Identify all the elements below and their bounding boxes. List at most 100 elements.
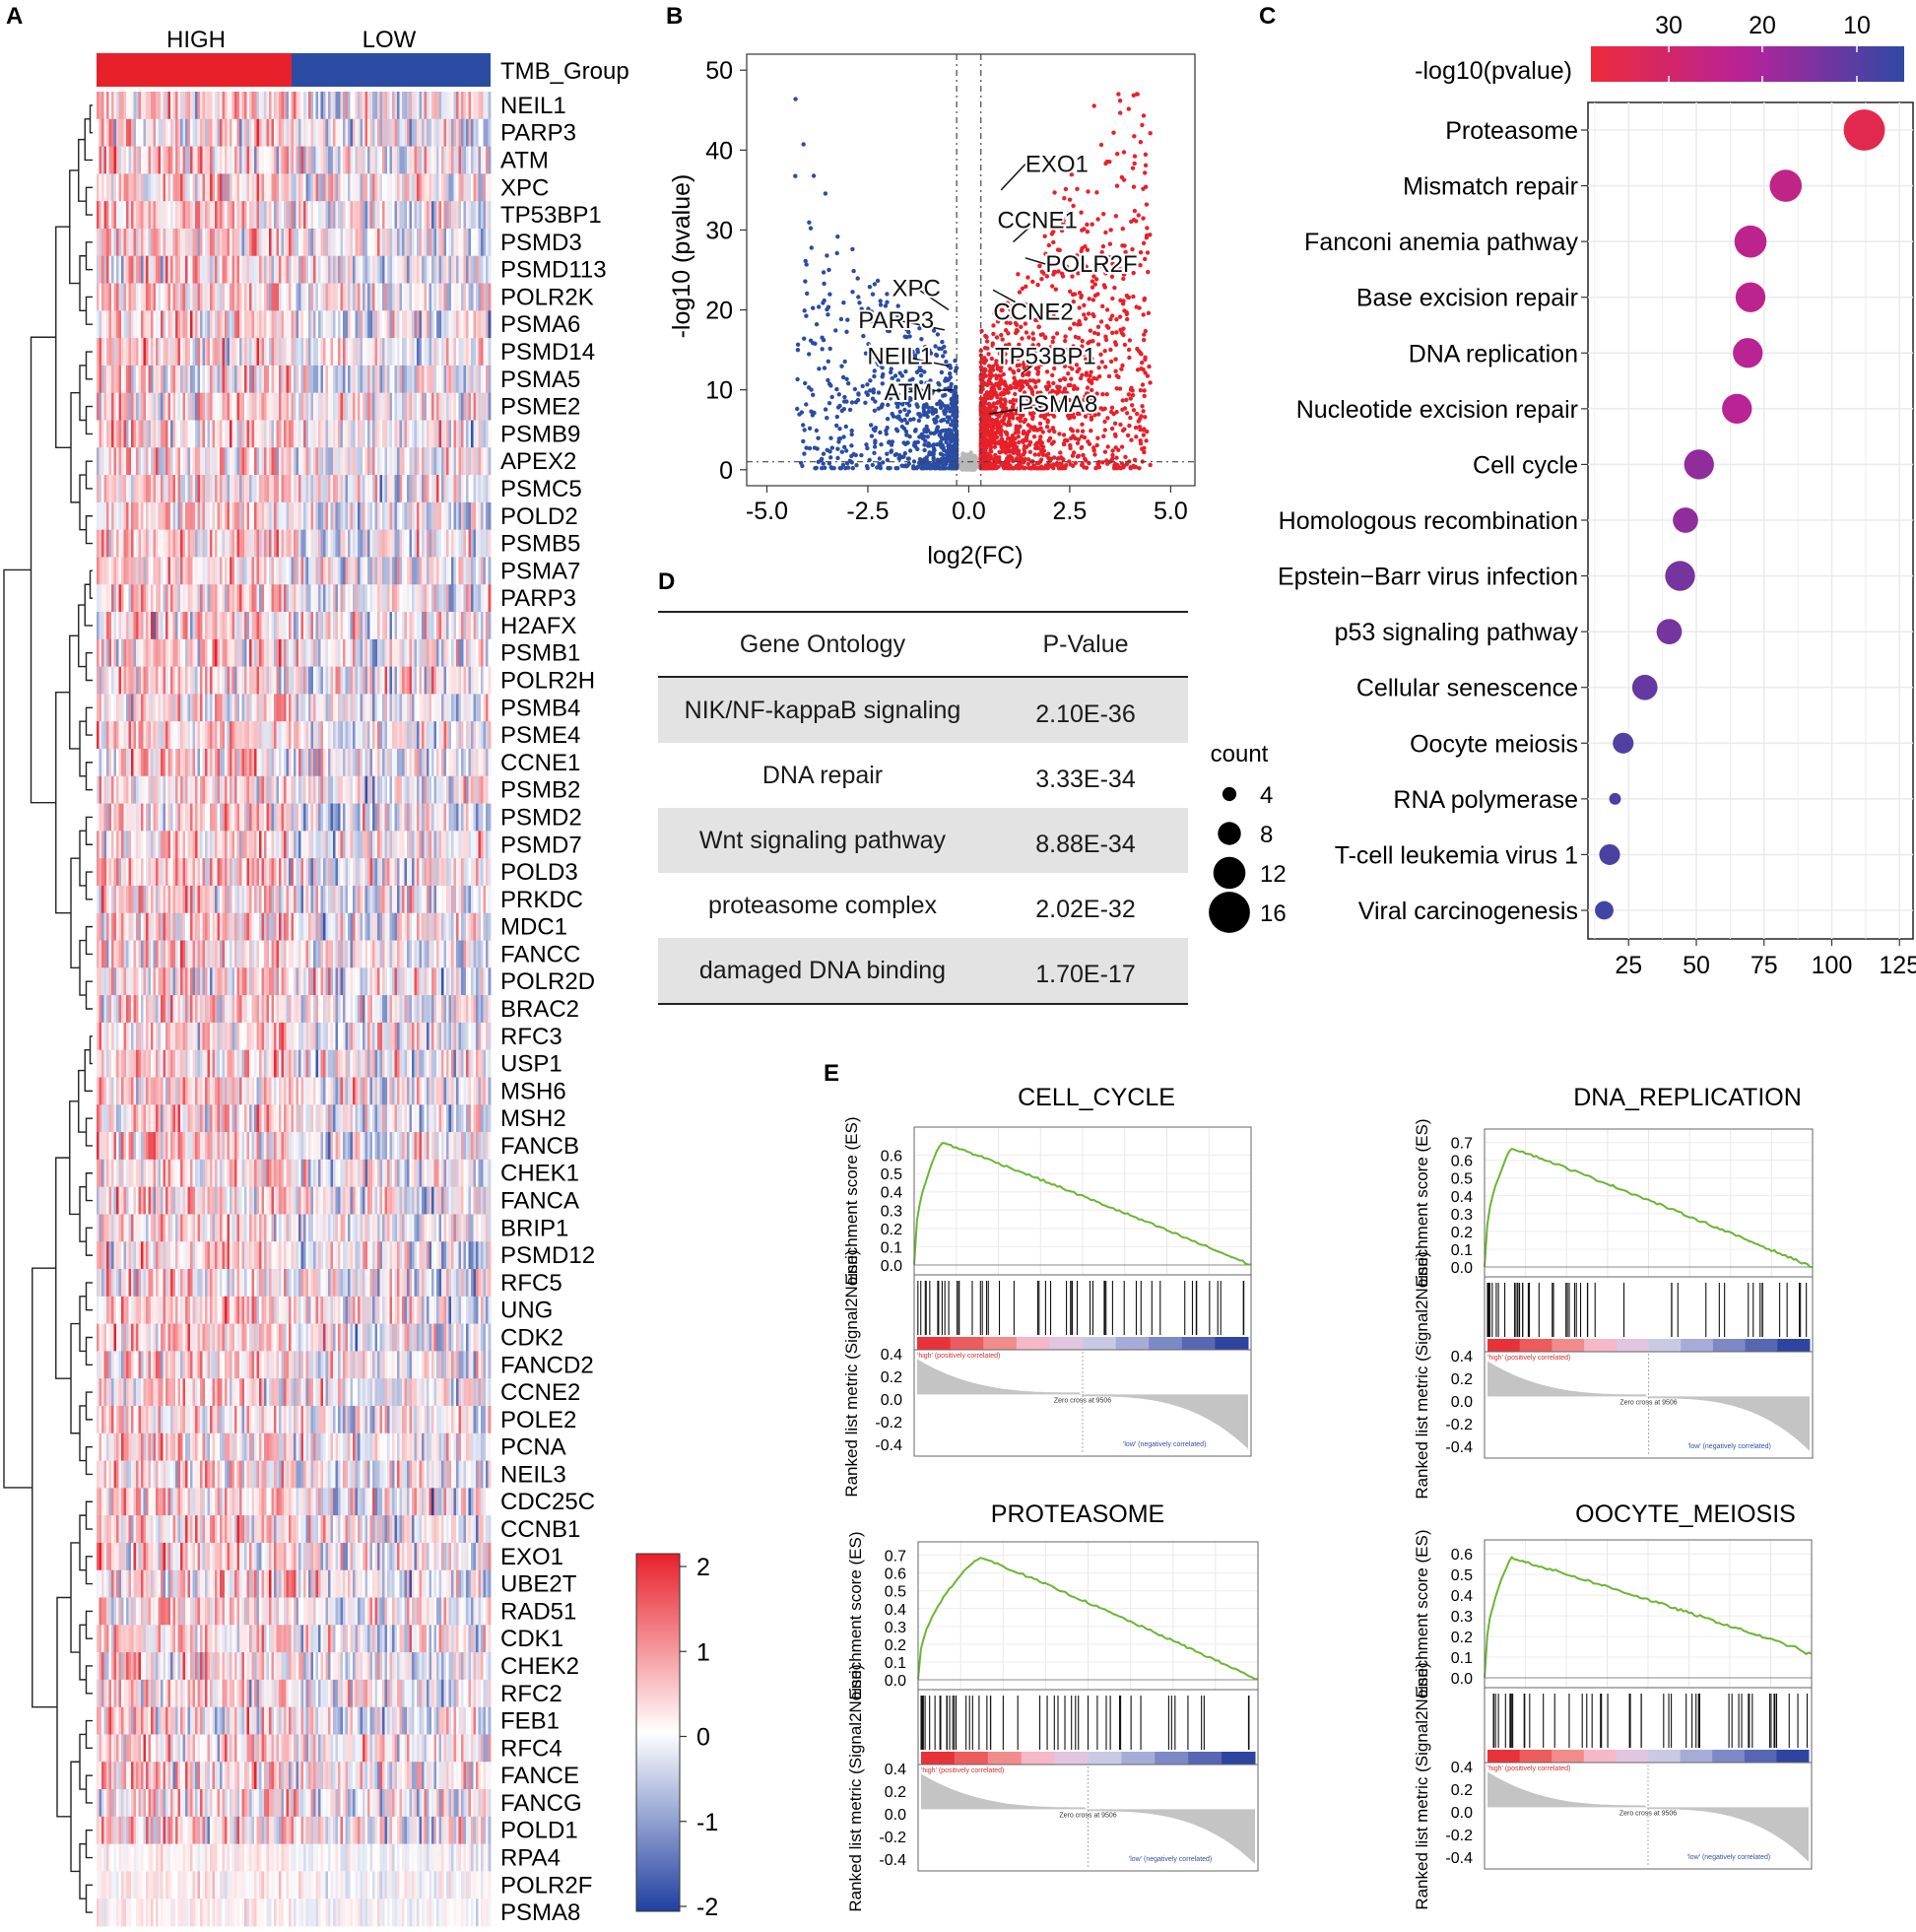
heatmap-cell [427,173,429,202]
heatmap-cell [300,775,304,804]
heatmap-cell [412,255,415,284]
heatmap-cell [151,694,154,722]
heatmap-cell [315,420,319,448]
heatmap-cell [382,447,385,476]
heatmap-cell [231,831,235,859]
heatmap-cell [108,775,112,804]
heatmap-cell [106,173,109,202]
heatmap-cell [175,338,178,366]
heatmap-cell [200,748,203,777]
heatmap-cell [138,146,142,174]
heatmap-cell [310,92,314,120]
heatmap-cell [431,885,434,914]
heatmap-cell [141,447,144,476]
heatmap-cell [146,721,149,750]
heatmap-cell [146,501,149,531]
heatmap-cell [441,912,444,941]
heatmap-cell [377,447,380,476]
heatmap-cell [448,118,452,147]
heatmap-cell [377,118,380,147]
heatmap-cell [414,721,418,750]
heatmap-cell [305,584,309,613]
heatmap-cell [167,365,171,394]
heatmap-cell [212,447,216,476]
heatmap-cell [261,638,265,668]
heatmap-cell [448,173,452,202]
heatmap-cell [230,721,232,750]
heatmap-cell [121,666,124,695]
heatmap-cell [481,338,484,366]
heatmap-cell [271,748,275,777]
heatmap-cell [276,118,280,147]
heatmap-cell [205,310,208,339]
heatmap-cell [325,447,329,476]
heatmap-cell [363,173,365,202]
heatmap-cell [389,365,393,394]
heatmap-cell [123,173,127,202]
heatmap-cell [279,557,282,585]
heatmap-cell [172,584,176,613]
heatmap-cell [172,858,176,887]
heatmap-cell [197,666,201,695]
heatmap-cell [172,338,176,366]
heatmap-cell [264,392,267,421]
heatmap-cell [118,283,122,311]
heatmap-cell [399,173,403,202]
heatmap-cell [305,475,309,503]
heatmap-cell [451,501,454,531]
heatmap-cell [222,501,226,531]
heatmap-cell [241,392,245,421]
heatmap-cell [404,92,408,120]
heatmap-cell [156,338,159,366]
heatmap-cell [251,666,255,695]
heatmap-cell [318,694,321,722]
heatmap-cell [241,420,245,448]
heatmap-cell [387,420,390,448]
heatmap-cell [433,775,437,804]
heatmap-cell [254,858,257,887]
heatmap-cell [436,118,439,147]
heatmap-cell [417,858,420,887]
heatmap-cell [222,92,226,120]
heatmap-cell [429,803,432,832]
heatmap-cell [192,885,196,914]
heatmap-cell [358,748,361,777]
heatmap-cell [461,146,464,174]
heatmap-cell [231,475,235,503]
heatmap-cell [461,612,464,640]
heatmap-cell [244,912,247,941]
heatmap-cell [377,694,380,722]
heatmap-cell [200,612,203,640]
heatmap-cell [227,612,231,640]
heatmap-cell [325,694,329,722]
heatmap-cell [241,557,245,585]
heatmap-cell [106,529,109,558]
heatmap-cell [399,557,403,585]
heatmap-cell [215,529,218,558]
heatmap-cell [231,529,235,558]
panel-label-b: B [666,3,683,30]
heatmap-cell [289,420,292,448]
heatmap-cell [422,92,425,120]
heatmap-cell [350,612,354,640]
heatmap-cell [363,557,365,585]
heatmap-cell [195,201,198,230]
heatmap-cell [215,201,218,230]
heatmap-cell [343,831,346,859]
heatmap-cell [363,392,365,421]
heatmap-cell [276,420,280,448]
heatmap-cell [360,721,363,750]
heatmap-cell [392,775,395,804]
heatmap-cell [259,283,262,311]
heatmap-cell [367,748,370,777]
heatmap-cell [345,392,349,421]
heatmap-cell [320,885,324,914]
heatmap-cell [126,666,129,695]
heatmap-cell [241,338,245,366]
heatmap-cell [441,283,444,311]
heatmap-cell [397,557,400,585]
heatmap-cell [131,912,134,941]
heatmap-cell [335,694,339,722]
heatmap-cell [269,529,272,558]
heatmap-cell [422,638,425,668]
